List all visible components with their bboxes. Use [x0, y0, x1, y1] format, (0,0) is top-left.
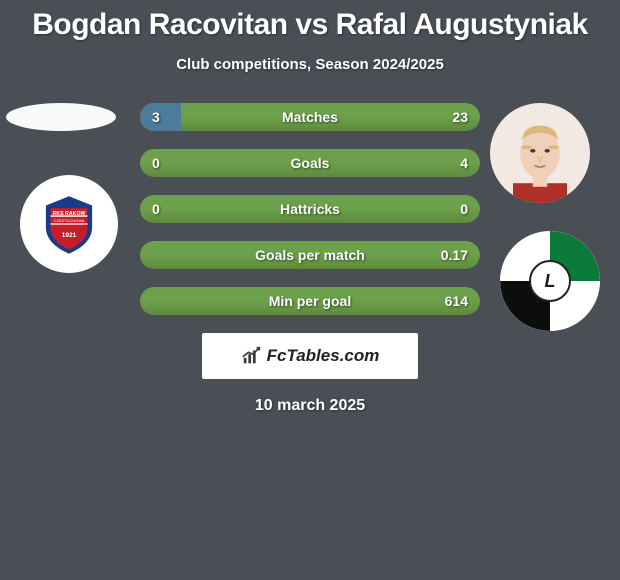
date-text: 10 march 2025 [0, 397, 620, 415]
stat-label: Matches [140, 109, 480, 125]
stat-label: Hattricks [140, 201, 480, 217]
stat-value-right: 614 [445, 293, 468, 309]
stat-value-right: 0 [460, 201, 468, 217]
club-right-badge: L [500, 231, 600, 331]
stat-label: Min per goal [140, 293, 480, 309]
stat-value-right: 23 [452, 109, 468, 125]
stat-bars: 3Matches230Goals40Hattricks0Goals per ma… [140, 103, 480, 315]
comparison-infographic: Bogdan Racovitan vs Rafal Augustyniak Cl… [0, 0, 620, 580]
club-left-icon: RKS RAKOW CZESTOCHOWA 1921 [36, 191, 102, 257]
stat-bar: Goals per match0.17 [140, 241, 480, 269]
page-title: Bogdan Racovitan vs Rafal Augustyniak [0, 0, 620, 42]
player-right-portrait [490, 103, 590, 203]
subtitle: Club competitions, Season 2024/2025 [0, 56, 620, 73]
svg-text:RKS RAKOW: RKS RAKOW [52, 211, 85, 217]
stat-bar: 3Matches23 [140, 103, 480, 131]
stats-area: RKS RAKOW CZESTOCHOWA 1921 [0, 103, 620, 315]
club-left-badge: RKS RAKOW CZESTOCHOWA 1921 [20, 175, 118, 273]
club-right-icon: L [500, 231, 600, 331]
stat-label: Goals per match [140, 247, 480, 263]
stat-value-right: 0.17 [441, 247, 468, 263]
svg-text:1921: 1921 [62, 232, 77, 239]
brand-text: FcTables.com [267, 346, 380, 366]
player-right-icon [495, 113, 585, 203]
stat-label: Goals [140, 155, 480, 171]
stat-bar: Min per goal614 [140, 287, 480, 315]
svg-text:CZESTOCHOWA: CZESTOCHOWA [54, 218, 85, 223]
brand-box: FcTables.com [202, 333, 418, 379]
stat-value-right: 4 [460, 155, 468, 171]
stat-bar: 0Hattricks0 [140, 195, 480, 223]
player-left-portrait [6, 103, 116, 131]
svg-text:L: L [545, 271, 556, 291]
stat-bar: 0Goals4 [140, 149, 480, 177]
brand-chart-icon [241, 345, 263, 367]
